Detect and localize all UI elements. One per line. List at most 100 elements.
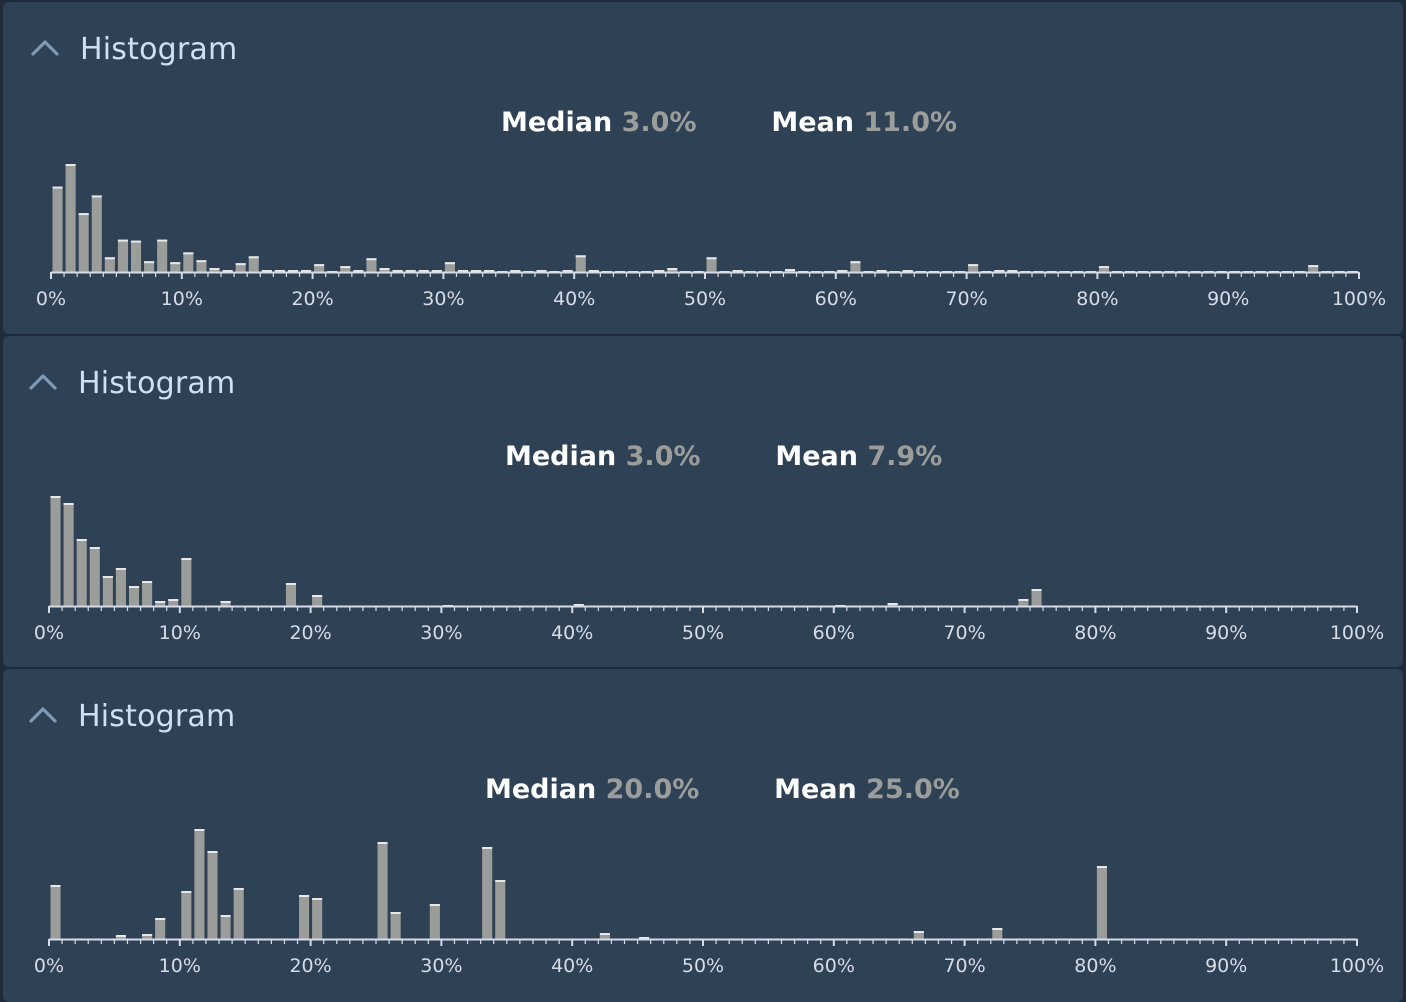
summary-stats: Median 3.0% Mean 7.9%: [505, 440, 942, 474]
x-tick-label: 100%: [1332, 288, 1386, 310]
chevron-up-icon[interactable]: [29, 36, 61, 60]
x-tick-label: 30%: [422, 288, 464, 310]
histogram-bar-top: [654, 270, 665, 272]
histogram-bar: [194, 829, 205, 939]
x-tick-label: 90%: [1205, 955, 1247, 977]
histogram-bar-top: [196, 260, 207, 263]
histogram-bar-top: [968, 264, 979, 267]
histogram-bar-top: [168, 599, 179, 601]
panel-header[interactable]: Histogram: [3, 336, 1403, 401]
histogram-bar-top: [235, 263, 246, 266]
histogram-bar-top: [155, 918, 166, 920]
histogram-bar-top: [287, 270, 299, 272]
histogram-bar-top: [1031, 589, 1042, 591]
histogram-bar-top: [170, 262, 181, 265]
histogram-bar-top: [1308, 265, 1319, 268]
histogram-bar-top: [142, 934, 153, 936]
x-tick-label: 100%: [1330, 955, 1384, 977]
histogram-bar: [102, 576, 113, 606]
median-label: Median: [501, 107, 613, 138]
histogram-bar: [117, 239, 128, 272]
histogram-bar-top: [155, 601, 166, 603]
histogram-bar: [91, 195, 102, 272]
histogram-bar-top: [181, 558, 192, 560]
x-tick-label: 30%: [420, 622, 462, 644]
x-tick-label: 10%: [159, 622, 201, 644]
histogram-bar-top: [366, 258, 377, 261]
panel-header[interactable]: Histogram: [3, 669, 1403, 734]
histogram-bar-top: [157, 239, 168, 242]
histogram-bar-top: [510, 270, 521, 272]
histogram-bar-top: [299, 895, 310, 897]
histogram-bar-top: [130, 240, 142, 243]
histogram-bar: [1096, 866, 1107, 939]
histogram-bar-top: [562, 270, 573, 272]
histogram-bar: [968, 264, 979, 272]
chevron-up-icon[interactable]: [27, 703, 59, 727]
panel-header[interactable]: Histogram: [3, 2, 1403, 67]
histogram-bar-top: [495, 880, 506, 882]
histogram-bar-top: [1096, 866, 1107, 868]
histogram-bar-top: [732, 270, 743, 272]
histogram-bar: [128, 586, 140, 606]
histogram-bar-top: [784, 269, 796, 272]
histogram-bar-top: [667, 268, 678, 271]
histogram-bar-top: [392, 270, 403, 272]
chevron-up-icon[interactable]: [27, 370, 59, 394]
x-tick-label: 0%: [34, 622, 64, 644]
histogram-bar-top: [1007, 270, 1018, 272]
histogram-bar-top: [482, 847, 493, 849]
histogram-bar: [314, 264, 325, 272]
x-tick-label: 10%: [161, 288, 203, 310]
histogram-bar: [1018, 599, 1029, 606]
x-tick-label: 70%: [943, 955, 985, 977]
x-tick-label: 40%: [551, 955, 593, 977]
histogram-bar-top: [575, 255, 586, 258]
histogram-bar: [115, 568, 126, 606]
x-tick-label: 80%: [1074, 622, 1116, 644]
x-tick-label: 100%: [1330, 622, 1384, 644]
histogram-bar-top: [91, 195, 102, 198]
histogram-bar: [168, 599, 179, 606]
histogram-bar-top: [471, 270, 482, 272]
histogram-bar-top: [274, 270, 285, 272]
histogram-bar-top: [418, 270, 429, 272]
histogram-bar-top: [405, 270, 416, 272]
histogram-chart: 0% 10% 20% 30% 40% 50% 60% 70% 80% 90% 100%: [34, 829, 1384, 977]
histogram-bar: [429, 904, 440, 939]
histogram-bar-top: [220, 601, 231, 603]
histogram-bar-top: [994, 270, 1005, 272]
histogram-bar: [444, 262, 455, 272]
x-tick-label: 50%: [682, 955, 724, 977]
x-tick-label: 50%: [682, 622, 724, 644]
histogram-bar: [220, 601, 231, 606]
x-tick-label: 80%: [1074, 955, 1116, 977]
histogram-bar: [1098, 266, 1109, 272]
histogram-bar-top: [102, 576, 113, 578]
histogram-bar-top: [115, 568, 126, 570]
summary-stats: Median 20.0% Mean 25.0%: [485, 773, 960, 807]
histogram-bar-top: [314, 264, 325, 267]
histogram-bar: [142, 581, 153, 606]
histogram-bar: [482, 847, 493, 939]
histogram-bar: [155, 601, 166, 606]
histogram-bar-top: [1098, 266, 1109, 269]
median-value: 20.0%: [605, 774, 700, 805]
histogram-bar: [63, 503, 74, 606]
x-tick-label: 40%: [553, 288, 595, 310]
histogram-bar-top: [63, 503, 74, 505]
histogram-bar-top: [220, 915, 231, 917]
histogram-bar: [50, 496, 61, 606]
histogram-bar: [913, 931, 924, 939]
histogram-bar: [599, 933, 610, 939]
histogram-bar: [233, 888, 244, 939]
histogram-bar: [196, 260, 207, 272]
histogram-bar-top: [50, 496, 61, 498]
histogram-bar-top: [301, 270, 312, 272]
histogram-bar: [340, 266, 351, 272]
histogram-bar-top: [52, 186, 63, 189]
x-tick-label: 70%: [943, 622, 985, 644]
histogram-panel-1: Histogram Median 3.0% Mean 11.0% 0% 10% 20…: [3, 2, 1403, 334]
histogram-bar-top: [992, 928, 1003, 930]
histogram-bar: [65, 164, 76, 272]
